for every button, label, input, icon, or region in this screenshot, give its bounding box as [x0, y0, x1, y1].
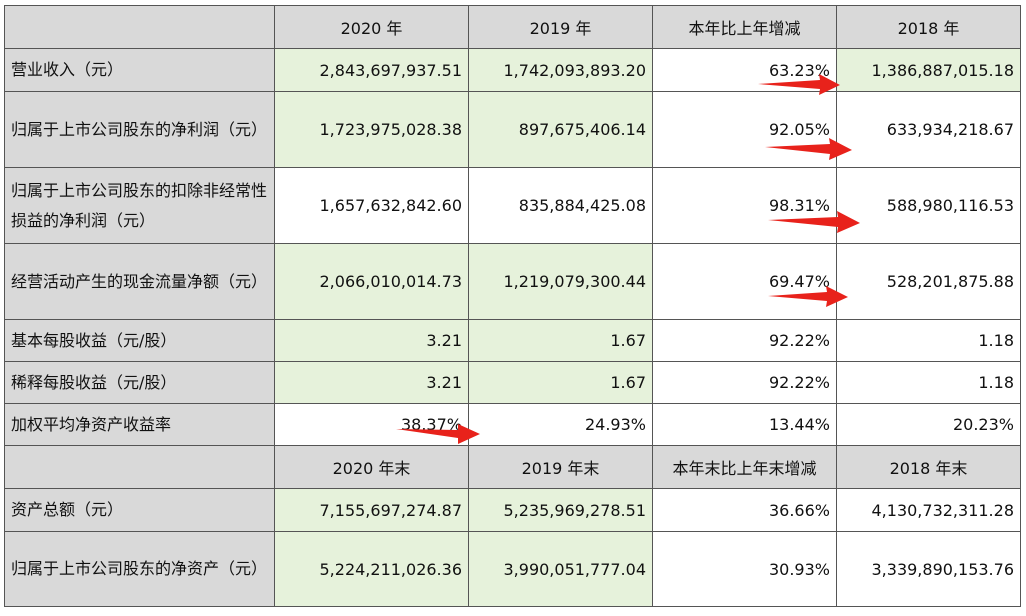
- value-2020: 7,155,697,274.87: [274, 488, 469, 532]
- value-2018: 3,339,890,153.76: [836, 531, 1021, 607]
- header-row-period-end: 2020 年末 2019 年末 本年末比上年末增减 2018 年末: [4, 445, 1021, 489]
- value-change: 92.22%: [652, 361, 837, 404]
- table-row: 资产总额（元） 7,155,697,274.87 5,235,969,278.5…: [4, 488, 1021, 532]
- value-2019: 897,675,406.14: [468, 91, 653, 168]
- table-row: 归属于上市公司股东的净利润（元） 1,723,975,028.38 897,67…: [4, 91, 1021, 168]
- header-change: 本年比上年增减: [652, 5, 837, 49]
- value-2019: 1,219,079,300.44: [468, 243, 653, 320]
- value-2019: 1,742,093,893.20: [468, 48, 653, 92]
- row-label: 归属于上市公司股东的净资产（元）: [4, 531, 275, 607]
- value-change: 92.22%: [652, 319, 837, 362]
- value-change: 69.47%: [652, 243, 837, 320]
- header-2019: 2019 年: [468, 5, 653, 49]
- table-row: 加权平均净资产收益率 38.37% 24.93% 13.44% 20.23%: [4, 403, 1021, 446]
- value-2019: 24.93%: [468, 403, 653, 446]
- header-corner: [4, 445, 275, 489]
- value-2020: 38.37%: [274, 403, 469, 446]
- header-change-end: 本年末比上年末增减: [652, 445, 837, 489]
- header-corner: [4, 5, 275, 49]
- value-change: 63.23%: [652, 48, 837, 92]
- row-label: 归属于上市公司股东的扣除非经常性损益的净利润（元）: [4, 167, 275, 244]
- value-change: 92.05%: [652, 91, 837, 168]
- header-2018: 2018 年: [836, 5, 1021, 49]
- value-change: 13.44%: [652, 403, 837, 446]
- value-2020: 2,066,010,014.73: [274, 243, 469, 320]
- header-2019-end: 2019 年末: [468, 445, 653, 489]
- header-row-annual: 2020 年 2019 年 本年比上年增减 2018 年: [4, 5, 1021, 49]
- value-2019: 1.67: [468, 361, 653, 404]
- value-2018: 1.18: [836, 361, 1021, 404]
- value-change: 30.93%: [652, 531, 837, 607]
- value-2018: 4,130,732,311.28: [836, 488, 1021, 532]
- header-2018-end: 2018 年末: [836, 445, 1021, 489]
- value-change: 98.31%: [652, 167, 837, 244]
- row-label: 资产总额（元）: [4, 488, 275, 532]
- row-label: 加权平均净资产收益率: [4, 403, 275, 446]
- row-label: 经营活动产生的现金流量净额（元）: [4, 243, 275, 320]
- table-row: 归属于上市公司股东的净资产（元） 5,224,211,026.36 3,990,…: [4, 531, 1021, 607]
- value-2020: 1,657,632,842.60: [274, 167, 469, 244]
- row-label: 营业收入（元）: [4, 48, 275, 92]
- value-change: 36.66%: [652, 488, 837, 532]
- table-row: 营业收入（元） 2,843,697,937.51 1,742,093,893.2…: [4, 48, 1021, 92]
- value-2020: 2,843,697,937.51: [274, 48, 469, 92]
- table-row: 基本每股收益（元/股） 3.21 1.67 92.22% 1.18: [4, 319, 1021, 362]
- table-row: 经营活动产生的现金流量净额（元） 2,066,010,014.73 1,219,…: [4, 243, 1021, 320]
- header-2020-end: 2020 年末: [274, 445, 469, 489]
- value-2020: 1,723,975,028.38: [274, 91, 469, 168]
- value-2019: 3,990,051,777.04: [468, 531, 653, 607]
- row-label: 归属于上市公司股东的净利润（元）: [4, 91, 275, 168]
- value-2018: 1.18: [836, 319, 1021, 362]
- value-2018: 20.23%: [836, 403, 1021, 446]
- row-label: 基本每股收益（元/股）: [4, 319, 275, 362]
- financial-summary-table: 2020 年 2019 年 本年比上年增减 2018 年 营业收入（元） 2,8…: [4, 5, 1021, 607]
- value-2018: 633,934,218.67: [836, 91, 1021, 168]
- row-label: 稀释每股收益（元/股）: [4, 361, 275, 404]
- value-2019: 1.67: [468, 319, 653, 362]
- table-row: 稀释每股收益（元/股） 3.21 1.67 92.22% 1.18: [4, 361, 1021, 404]
- value-2019: 5,235,969,278.51: [468, 488, 653, 532]
- value-2018: 588,980,116.53: [836, 167, 1021, 244]
- value-2020: 3.21: [274, 361, 469, 404]
- value-2018: 1,386,887,015.18: [836, 48, 1021, 92]
- value-2019: 835,884,425.08: [468, 167, 653, 244]
- value-2018: 528,201,875.88: [836, 243, 1021, 320]
- value-2020: 5,224,211,026.36: [274, 531, 469, 607]
- header-2020: 2020 年: [274, 5, 469, 49]
- value-2020: 3.21: [274, 319, 469, 362]
- table-row: 归属于上市公司股东的扣除非经常性损益的净利润（元） 1,657,632,842.…: [4, 167, 1021, 244]
